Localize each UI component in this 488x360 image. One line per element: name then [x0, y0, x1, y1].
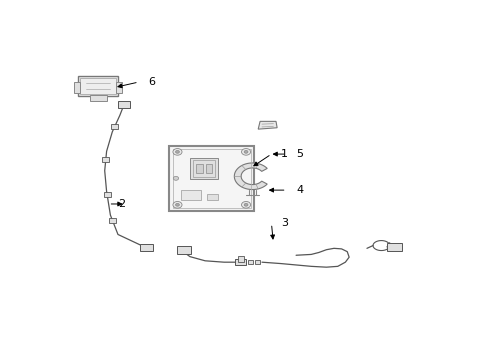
Bar	[116, 82, 122, 93]
Bar	[388, 246, 392, 248]
Circle shape	[244, 150, 247, 153]
Bar	[109, 218, 116, 223]
Text: 1: 1	[280, 149, 287, 159]
Bar	[104, 192, 111, 197]
Circle shape	[173, 202, 182, 208]
Text: 2: 2	[118, 199, 125, 209]
Bar	[74, 82, 80, 93]
Bar	[81, 78, 116, 94]
Circle shape	[175, 150, 179, 153]
Bar	[247, 260, 253, 264]
Circle shape	[175, 203, 179, 206]
Bar	[173, 149, 250, 208]
Text: 3: 3	[280, 219, 287, 228]
Polygon shape	[258, 121, 277, 129]
Text: 6: 6	[148, 77, 155, 87]
Bar	[193, 161, 215, 177]
Bar	[238, 256, 244, 262]
Bar	[169, 146, 254, 211]
Bar	[205, 164, 212, 174]
Circle shape	[241, 149, 250, 155]
Bar	[102, 157, 109, 162]
Bar	[177, 246, 191, 253]
Bar	[78, 76, 118, 96]
Bar	[235, 259, 245, 265]
Bar	[393, 246, 397, 248]
Bar	[196, 164, 203, 174]
Circle shape	[241, 202, 250, 208]
Bar	[117, 101, 129, 108]
Bar	[189, 158, 218, 179]
Circle shape	[173, 176, 178, 180]
Polygon shape	[234, 163, 266, 190]
Circle shape	[244, 203, 247, 206]
Bar	[254, 260, 260, 264]
Bar	[140, 244, 153, 251]
Text: 4: 4	[296, 185, 303, 195]
Bar	[111, 124, 117, 129]
Bar	[89, 95, 106, 101]
Bar	[206, 194, 218, 200]
Text: 5: 5	[296, 149, 303, 159]
Bar	[386, 243, 401, 251]
Bar	[180, 190, 201, 200]
Circle shape	[173, 149, 182, 155]
